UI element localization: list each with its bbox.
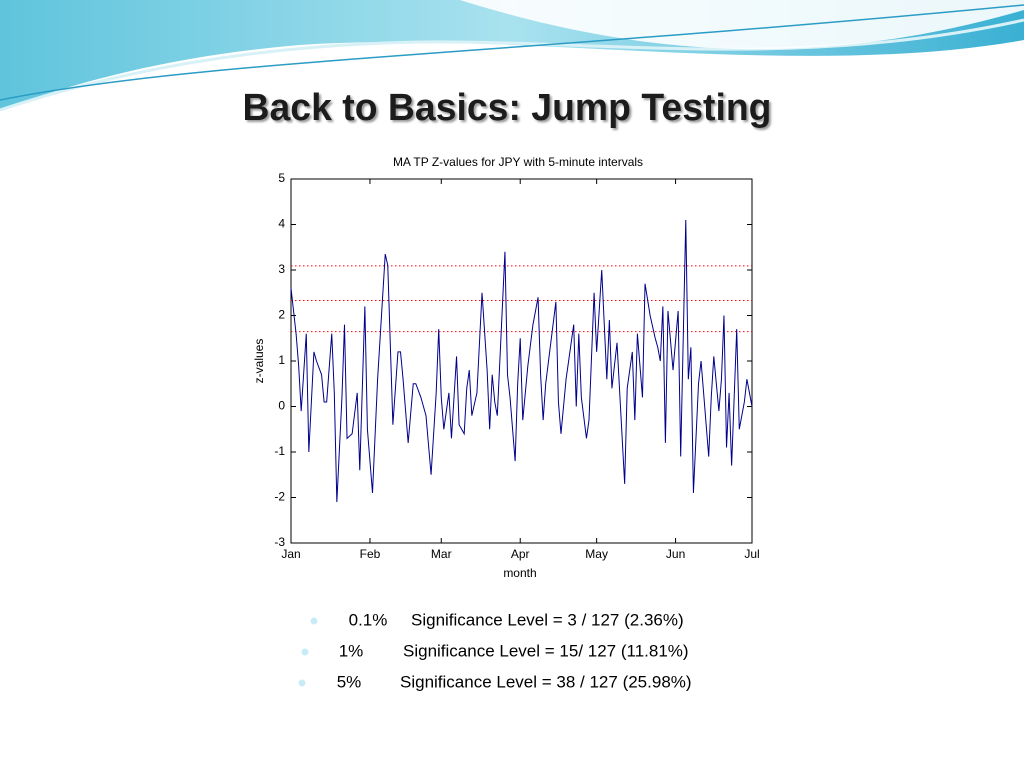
y-tick-label: -1 xyxy=(274,444,285,458)
wave-highlight xyxy=(460,0,1024,50)
bullet-level: 0.1% xyxy=(349,610,388,629)
x-axis-label: month xyxy=(503,566,536,580)
y-axis-label: z-values xyxy=(252,339,266,384)
bullet-text: Significance Level = 15/ 127 (11.81%) xyxy=(403,641,689,660)
x-tick-label: Jul xyxy=(744,547,759,561)
x-tick-label: Mar xyxy=(431,547,452,561)
bullet-level: 1% xyxy=(339,641,364,660)
x-tick-label: May xyxy=(585,547,608,561)
x-tick-label: Jan xyxy=(281,547,300,561)
bullet-dot xyxy=(310,617,318,625)
y-tick-label: -2 xyxy=(274,490,285,504)
bullet-dot xyxy=(298,679,306,687)
plot-frame xyxy=(290,178,753,544)
chart: MA TP Z-values for JPY with 5-minute int… xyxy=(252,155,760,580)
x-tick-label: Feb xyxy=(360,547,381,561)
bullet-level: 5% xyxy=(337,672,362,691)
wave-line xyxy=(0,4,1024,101)
bullet-text: Significance Level = 3 / 127 (2.36%) xyxy=(411,610,684,629)
y-tick-label: 1 xyxy=(278,353,285,367)
x-tick-label: Jun xyxy=(666,547,685,561)
data-line xyxy=(290,219,753,503)
bullet-dot xyxy=(301,648,309,656)
y-tick-label: 0 xyxy=(278,399,285,413)
y-tick-label: 4 xyxy=(278,217,285,231)
y-tick-label: 3 xyxy=(278,262,285,276)
y-tick-label: 2 xyxy=(278,308,285,322)
y-tick-label: -3 xyxy=(274,535,285,549)
bullet-text: Significance Level = 38 / 127 (25.98%) xyxy=(400,672,692,691)
bullet-list: 0.1% Significance Level = 3 / 127 (2.36%)… xyxy=(298,610,692,691)
y-tick-label: 5 xyxy=(278,171,285,185)
x-tick-label: Apr xyxy=(511,547,530,561)
wave-line xyxy=(0,18,1024,112)
chart-title: MA TP Z-values for JPY with 5-minute int… xyxy=(393,155,643,169)
slide-title: Back to Basics: Jump Testing xyxy=(243,87,772,129)
